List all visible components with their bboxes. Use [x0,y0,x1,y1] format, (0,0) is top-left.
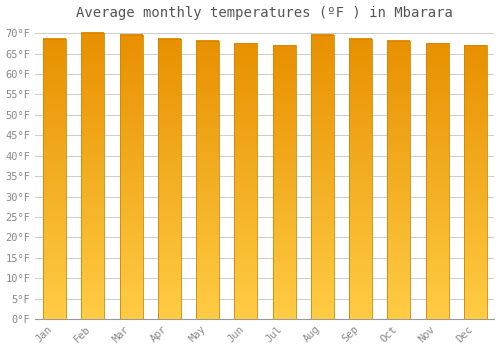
Bar [349,39,372,319]
Bar [388,41,410,319]
Bar [272,46,295,319]
Bar [158,39,181,319]
Bar [464,46,487,319]
Title: Average monthly temperatures (ºF ) in Mbarara: Average monthly temperatures (ºF ) in Mb… [76,6,454,20]
Bar [234,43,258,319]
Bar [120,35,142,319]
Bar [426,43,448,319]
Bar [196,41,219,319]
Bar [82,33,104,319]
Bar [311,35,334,319]
Bar [43,39,66,319]
